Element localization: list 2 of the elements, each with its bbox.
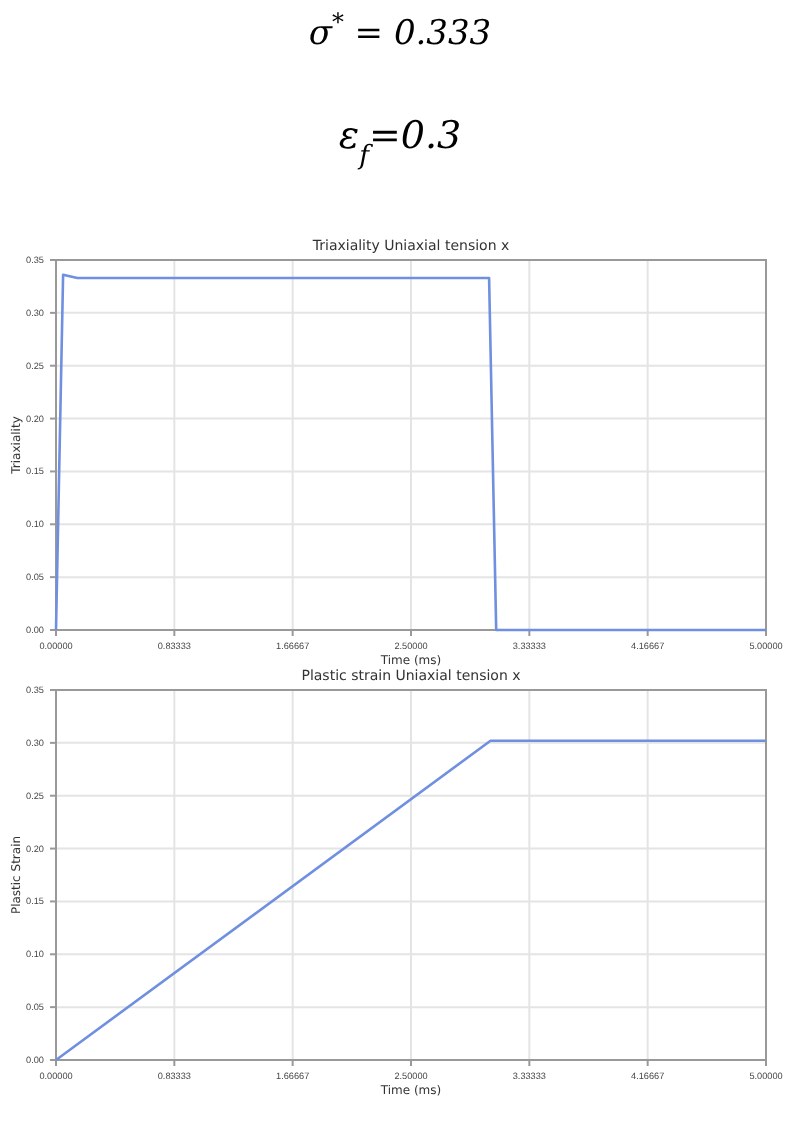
text: σ$^{*}$ = 0.333	[308, 8, 492, 54]
text: ε$_{f}$=0.3	[338, 114, 462, 171]
